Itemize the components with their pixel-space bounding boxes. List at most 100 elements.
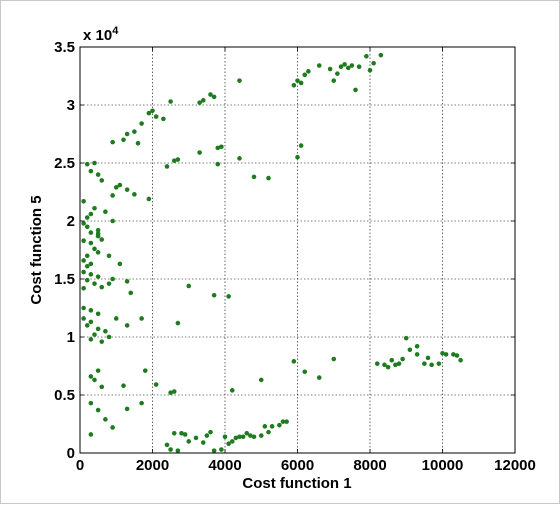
- data-point: [451, 352, 456, 357]
- data-point: [454, 353, 460, 358]
- data-point: [179, 430, 184, 436]
- data-point: [367, 67, 373, 73]
- data-point: [139, 316, 144, 321]
- data-point: [269, 424, 275, 429]
- data-point: [298, 80, 304, 86]
- data-point: [226, 441, 231, 447]
- data-point: [92, 377, 97, 383]
- data-point: [258, 377, 264, 383]
- data-point: [95, 311, 101, 317]
- data-point: [92, 281, 97, 286]
- data-point: [215, 145, 221, 151]
- data-point: [277, 422, 282, 428]
- data-point: [110, 193, 115, 198]
- data-point: [88, 337, 94, 342]
- data-point: [407, 347, 413, 353]
- data-point: [429, 362, 434, 368]
- data-point: [295, 78, 300, 83]
- data-point: [186, 283, 192, 289]
- data-point: [316, 375, 322, 380]
- data-point: [124, 323, 130, 328]
- data-point: [88, 374, 94, 379]
- data-point: [121, 137, 126, 143]
- data-point: [237, 156, 242, 161]
- data-point: [251, 174, 257, 180]
- data-point: [182, 432, 188, 437]
- x-tick-label: 4000: [208, 457, 241, 474]
- data-point: [197, 150, 202, 155]
- data-point: [262, 424, 268, 429]
- data-point: [374, 361, 380, 366]
- data-point: [458, 357, 463, 363]
- data-point: [161, 116, 166, 122]
- data-point: [244, 430, 250, 436]
- data-point: [132, 129, 137, 134]
- data-point: [81, 269, 86, 275]
- y-multiplier-exponent: 4: [112, 25, 119, 37]
- data-point: [291, 82, 297, 88]
- data-point: [81, 285, 86, 291]
- y-tick-label: 1: [67, 329, 75, 346]
- data-point: [164, 164, 170, 169]
- data-point: [378, 52, 384, 58]
- x-tick-label: 8000: [353, 457, 386, 474]
- data-point: [364, 53, 369, 59]
- data-point: [99, 237, 105, 242]
- data-point: [110, 218, 115, 224]
- data-point: [237, 78, 242, 83]
- data-point: [396, 361, 402, 366]
- y-tick-label: 0: [67, 445, 75, 462]
- data-point: [211, 94, 217, 100]
- data-point: [146, 110, 152, 116]
- data-point: [266, 429, 271, 435]
- grid: [80, 47, 515, 453]
- data-point: [84, 161, 90, 167]
- data-point: [171, 389, 177, 394]
- data-point: [342, 62, 347, 67]
- data-point: [200, 98, 206, 103]
- data-point: [266, 175, 271, 181]
- data-point: [414, 352, 420, 357]
- data-point: [139, 400, 144, 406]
- data-point: [84, 277, 90, 283]
- data-point: [117, 182, 123, 188]
- data-point: [393, 362, 398, 368]
- data-point: [211, 292, 217, 298]
- y-tick-labels: 0 0.5 1 1.5 2 2.5 3 3.5: [54, 39, 75, 462]
- data-point: [208, 92, 213, 97]
- data-point: [164, 442, 170, 448]
- data-point: [302, 72, 308, 78]
- data-point: [168, 447, 173, 452]
- x-tick-label: 12000: [494, 457, 536, 474]
- data-point: [295, 154, 300, 160]
- data-point: [389, 357, 395, 363]
- data-point: [219, 144, 224, 150]
- data-point: [168, 99, 173, 104]
- data-point: [150, 108, 155, 114]
- data-point: [345, 65, 351, 71]
- data-point: [95, 250, 101, 255]
- data-point: [353, 87, 358, 93]
- data-point: [327, 66, 333, 72]
- data-point: [248, 433, 253, 438]
- data-point: [88, 230, 94, 235]
- x-tick-label: 2000: [136, 457, 169, 474]
- data-point: [226, 294, 231, 299]
- data-point: [302, 369, 308, 375]
- data-point: [88, 319, 94, 325]
- data-point: [124, 406, 130, 412]
- data-point: [280, 419, 286, 424]
- data-point: [92, 332, 97, 337]
- data-point: [99, 178, 105, 183]
- data-point: [186, 439, 192, 444]
- data-point: [103, 209, 108, 215]
- data-point: [331, 356, 337, 362]
- axis-ticks: [79, 46, 516, 454]
- data-point: [291, 359, 297, 364]
- data-point: [237, 434, 242, 440]
- data-point: [229, 439, 235, 444]
- data-point: [436, 361, 442, 366]
- data-point: [103, 328, 108, 334]
- data-points: [81, 52, 463, 453]
